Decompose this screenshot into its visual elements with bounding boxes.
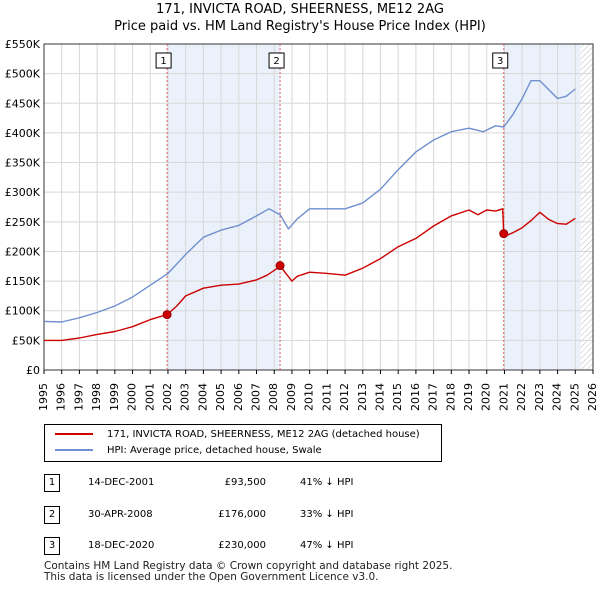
footer-licence: This data is licensed under the Open Gov…: [44, 571, 379, 583]
hpi-line: [43, 80, 576, 323]
x-tick-label: 2014: [373, 383, 386, 411]
footer-attribution: Contains HM Land Registry data © Crown c…: [44, 561, 452, 583]
x-tick-label: 1999: [108, 383, 121, 411]
legend: 171, INVICTA ROAD, SHEERNESS, ME12 2AG (…: [44, 424, 442, 462]
sale-point: [162, 310, 172, 320]
x-tick-label: 2007: [250, 383, 263, 411]
x-tick-label: 2006: [232, 383, 245, 411]
x-tick-label: 2017: [427, 383, 440, 411]
x-tick-label: 1997: [72, 383, 85, 411]
y-tick-label: £150K: [5, 275, 41, 288]
y-tick-label: £500K: [5, 68, 41, 81]
ownership-band: [503, 44, 581, 370]
x-tick-label: 2003: [179, 383, 192, 411]
sale-marker-label: 1: [160, 56, 166, 67]
y-tick-label: £50K: [12, 334, 41, 347]
sale-date: 14-DEC-2001: [88, 477, 155, 488]
sale-price: £176,000: [218, 509, 266, 520]
sale-marker-label: 3: [497, 56, 503, 67]
x-tick-label: 2009: [285, 383, 298, 411]
y-tick-label: £350K: [5, 157, 41, 170]
chart-subtitle: Price paid vs. HM Land Registry's House …: [114, 19, 486, 34]
y-tick-label: £250K: [5, 216, 41, 229]
sale-number-badge: 3: [44, 537, 60, 555]
ownership-band: [167, 44, 281, 370]
sale-date: 30-APR-2008: [88, 509, 153, 520]
y-tick-label: £400K: [5, 127, 41, 140]
sale-marker-box: [492, 52, 509, 69]
y-tick-label: £200K: [5, 245, 41, 258]
legend-swatch-hpi: [55, 449, 93, 451]
legend-swatch-property: [55, 433, 93, 435]
sale-point: [499, 229, 509, 239]
sale-price: £93,500: [224, 477, 266, 488]
x-tick-label: 2023: [533, 383, 546, 411]
sale-number-badge: 1: [44, 474, 60, 492]
x-tick-label: 2022: [515, 383, 528, 411]
legend-label-property: 171, INVICTA ROAD, SHEERNESS, ME12 2AG (…: [107, 429, 420, 440]
x-tick-label: 2025: [568, 383, 581, 411]
x-tick-label: 2005: [214, 383, 227, 411]
sale-number-badge: 2: [44, 506, 60, 524]
sale-marker-box: [268, 52, 285, 69]
x-tick-label: 1996: [55, 383, 68, 411]
x-tick-label: 2012: [338, 383, 351, 411]
x-tick-label: 2013: [356, 383, 369, 411]
y-tick-label: £550K: [5, 38, 41, 51]
plot-background: [44, 44, 593, 370]
x-tick-label: 1995: [37, 383, 50, 411]
sale-marker-label: 2: [273, 56, 279, 67]
chart-title: 171, INVICTA ROAD, SHEERNESS, ME12 2AG: [156, 2, 444, 17]
sale-point: [275, 261, 285, 271]
hatched-region: [580, 44, 593, 370]
x-tick-label: 2021: [497, 383, 510, 411]
x-tick-label: 2016: [409, 383, 422, 411]
x-tick-label: 2024: [551, 383, 564, 411]
x-tick-label: 2008: [267, 383, 280, 411]
x-tick-label: 1998: [90, 383, 103, 411]
x-tick-label: 2011: [320, 383, 333, 411]
sale-hpi-diff: 47% ↓ HPI: [300, 540, 354, 551]
sale-price: £230,000: [218, 540, 266, 551]
x-tick-label: 2000: [126, 383, 139, 411]
sale-date: 18-DEC-2020: [88, 540, 155, 551]
legend-label-hpi: HPI: Average price, detached house, Swal…: [107, 445, 322, 456]
chart-plot: 1 2 3 1995 1996 1997 1998 1999 2000 2001 2002 2003…: [5, 38, 599, 411]
sale-hpi-diff: 33% ↓ HPI: [300, 509, 354, 520]
x-tick-label: 2015: [391, 383, 404, 411]
footer-copyright: Contains HM Land Registry data © Crown c…: [44, 560, 453, 572]
legend-item-hpi: HPI: Average price, detached house, Swal…: [55, 444, 322, 458]
legend-item-property: 171, INVICTA ROAD, SHEERNESS, ME12 2AG (…: [55, 428, 420, 442]
y-tick-label: £450K: [5, 97, 41, 110]
x-tick-label: 2004: [196, 383, 209, 411]
y-tick-label: £0: [26, 364, 40, 377]
y-tick-label: £300K: [5, 186, 41, 199]
x-tick-label: 2018: [444, 383, 457, 411]
y-tick-label: £100K: [5, 305, 41, 318]
x-tick-label: 2020: [480, 383, 493, 411]
x-tick-label: 2010: [303, 383, 316, 411]
plot-frame: [43, 43, 594, 371]
sale-marker-box: [155, 52, 172, 69]
x-tick-label: 2001: [143, 383, 156, 411]
x-tick-label: 2026: [586, 383, 599, 411]
x-tick-label: 2002: [161, 383, 174, 411]
sale-hpi-diff: 41% ↓ HPI: [300, 477, 354, 488]
x-tick-label: 2019: [462, 383, 475, 411]
